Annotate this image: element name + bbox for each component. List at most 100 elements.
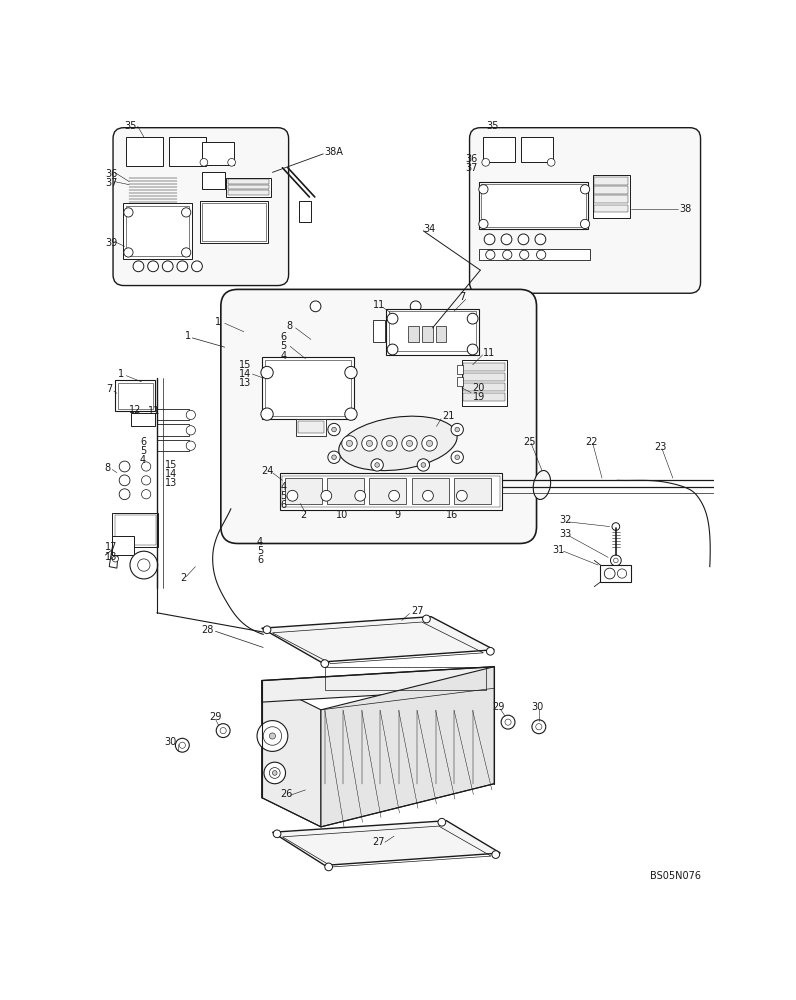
Bar bbox=[595, 195, 628, 203]
Text: 5: 5 bbox=[257, 546, 263, 556]
Circle shape bbox=[518, 234, 529, 245]
Circle shape bbox=[386, 440, 392, 446]
Circle shape bbox=[179, 742, 185, 748]
Circle shape bbox=[478, 185, 488, 194]
FancyBboxPatch shape bbox=[220, 289, 537, 544]
Text: 24: 24 bbox=[262, 466, 274, 476]
Polygon shape bbox=[262, 681, 321, 827]
Text: 11: 11 bbox=[373, 300, 384, 310]
Bar bbox=[112, 513, 158, 547]
Bar bbox=[123, 203, 193, 259]
Circle shape bbox=[467, 344, 478, 355]
Circle shape bbox=[162, 261, 173, 272]
Bar bbox=[226, 178, 271, 197]
Circle shape bbox=[273, 830, 281, 838]
Ellipse shape bbox=[533, 470, 551, 499]
Text: 9: 9 bbox=[394, 510, 400, 520]
Text: 11: 11 bbox=[148, 406, 160, 416]
Circle shape bbox=[138, 559, 150, 571]
Bar bbox=[386, 309, 478, 355]
Text: 39: 39 bbox=[105, 238, 118, 248]
Bar bbox=[325, 667, 486, 690]
Bar bbox=[389, 311, 476, 351]
Circle shape bbox=[186, 410, 196, 420]
Circle shape bbox=[175, 738, 189, 752]
Circle shape bbox=[501, 715, 515, 729]
Text: 27: 27 bbox=[411, 606, 423, 616]
Bar bbox=[202, 203, 266, 241]
Bar bbox=[369, 478, 407, 504]
Circle shape bbox=[611, 555, 621, 566]
Bar bbox=[463, 383, 505, 391]
Text: 32: 32 bbox=[559, 515, 572, 525]
Text: 30: 30 bbox=[531, 702, 544, 712]
Circle shape bbox=[263, 727, 282, 745]
Text: 35: 35 bbox=[125, 121, 137, 131]
Bar bbox=[228, 190, 269, 195]
Circle shape bbox=[484, 234, 495, 245]
Bar bbox=[157, 409, 189, 420]
Circle shape bbox=[341, 436, 357, 451]
Circle shape bbox=[142, 490, 150, 499]
Circle shape bbox=[130, 551, 158, 579]
Circle shape bbox=[124, 248, 133, 257]
Bar bbox=[593, 175, 630, 218]
Circle shape bbox=[532, 720, 546, 734]
Circle shape bbox=[482, 158, 490, 166]
Circle shape bbox=[371, 459, 384, 471]
Text: 1: 1 bbox=[119, 369, 124, 379]
Circle shape bbox=[321, 490, 332, 501]
Circle shape bbox=[220, 728, 226, 734]
Text: 6: 6 bbox=[280, 332, 287, 342]
Bar bbox=[126, 206, 189, 256]
Text: 4: 4 bbox=[280, 482, 287, 492]
Text: 14: 14 bbox=[165, 469, 177, 479]
Bar bbox=[280, 473, 502, 510]
Bar bbox=[595, 177, 628, 185]
Circle shape bbox=[580, 219, 590, 229]
Circle shape bbox=[345, 366, 357, 379]
Text: 33: 33 bbox=[559, 529, 571, 539]
Circle shape bbox=[427, 440, 432, 446]
Circle shape bbox=[310, 301, 321, 312]
Bar bbox=[265, 360, 351, 416]
Text: 27: 27 bbox=[373, 837, 385, 847]
Text: 31: 31 bbox=[552, 545, 565, 555]
Circle shape bbox=[451, 423, 463, 436]
Text: 29: 29 bbox=[493, 702, 505, 712]
Circle shape bbox=[332, 427, 337, 432]
Circle shape bbox=[501, 234, 512, 245]
Text: 14: 14 bbox=[239, 369, 251, 379]
Bar bbox=[170, 137, 206, 166]
Circle shape bbox=[614, 558, 618, 563]
Polygon shape bbox=[109, 547, 119, 568]
Circle shape bbox=[269, 768, 280, 778]
Circle shape bbox=[492, 851, 500, 858]
Circle shape bbox=[502, 250, 512, 259]
Text: 16: 16 bbox=[447, 510, 458, 520]
Circle shape bbox=[133, 261, 144, 272]
Bar bbox=[157, 424, 189, 436]
Circle shape bbox=[387, 313, 398, 324]
Circle shape bbox=[537, 250, 546, 259]
Text: 15: 15 bbox=[239, 360, 251, 370]
Bar bbox=[157, 440, 189, 451]
Text: 6: 6 bbox=[140, 437, 146, 447]
Circle shape bbox=[263, 626, 271, 634]
Circle shape bbox=[422, 436, 437, 451]
Text: 30: 30 bbox=[165, 737, 177, 747]
Circle shape bbox=[112, 556, 119, 562]
Bar bbox=[478, 182, 588, 229]
Text: 6: 6 bbox=[257, 555, 263, 565]
Bar bbox=[327, 478, 364, 504]
Circle shape bbox=[186, 441, 196, 450]
Circle shape bbox=[612, 523, 620, 530]
Circle shape bbox=[119, 461, 130, 472]
Circle shape bbox=[438, 818, 446, 826]
Circle shape bbox=[148, 261, 158, 272]
Bar bbox=[200, 201, 267, 243]
Circle shape bbox=[387, 344, 398, 355]
Text: 36: 36 bbox=[105, 169, 118, 179]
Bar bbox=[262, 357, 354, 419]
Bar bbox=[112, 536, 134, 555]
